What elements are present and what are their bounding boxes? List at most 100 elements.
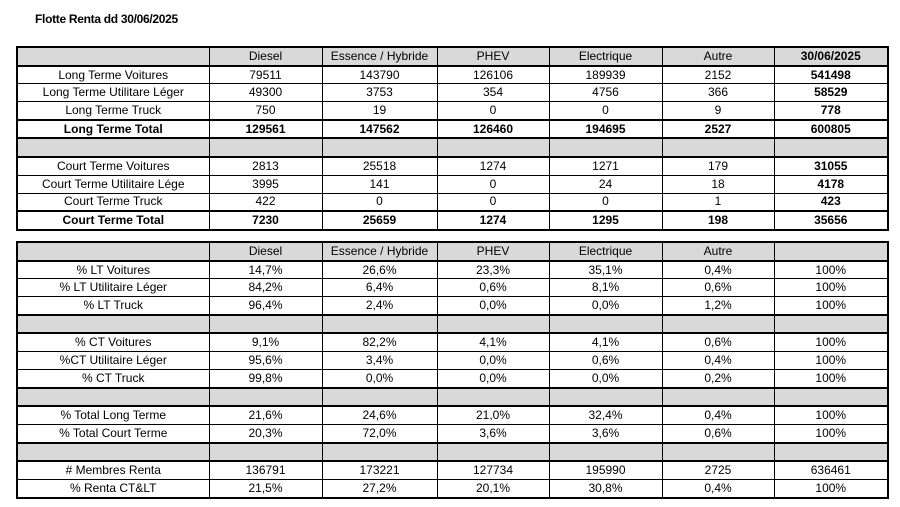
table-cell: 0,4% — [661, 405, 775, 425]
table-row: % LT Voitures 14,7% 26,6% 23,3% 35,1% 0,4% 100… — [16, 260, 889, 280]
table-cell — [773, 441, 889, 463]
table-cell: 100% — [773, 405, 889, 425]
row-label: Court Terme Total — [16, 210, 210, 231]
table-cell: 1295 — [548, 210, 663, 231]
column-header — [16, 241, 210, 262]
table-cell: 100% — [773, 423, 889, 444]
column-header: Electrique — [548, 241, 663, 262]
column-header: Diesel — [208, 241, 323, 262]
table-cell: 0,6% — [661, 423, 775, 444]
table-cell: 25659 — [321, 210, 438, 231]
table-cell: 100% — [773, 260, 889, 280]
table-cell: 126106 — [436, 65, 550, 85]
row-label: Long Terme Utilitare Léger — [16, 83, 210, 103]
table-row: % Total Court Terme 20,3% 72,0% 3,6% 3,6% 0,6… — [16, 423, 889, 444]
column-header — [773, 241, 889, 262]
table-cell: 4756 — [548, 83, 663, 103]
table-cell: 23,3% — [436, 260, 550, 280]
column-header: Essence / Hybride — [321, 46, 438, 67]
table-cell: 100% — [773, 351, 889, 370]
table-cell: 35,1% — [548, 260, 663, 280]
table-cell: 24,6% — [321, 405, 438, 425]
fleet-share-table: Diesel Essence / Hybride PHEV Electrique Aut… — [16, 241, 889, 499]
table-cell — [321, 137, 438, 159]
table-cell: 600805 — [773, 118, 889, 139]
table-cell: 82,2% — [321, 332, 438, 353]
table-cell: 2527 — [661, 118, 775, 139]
fleet-share-body: Diesel Essence / Hybride PHEV Electrique Aut… — [16, 241, 889, 499]
table-cell: 0,4% — [661, 260, 775, 280]
table-row: % LT Truck 96,4% 2,4% 0,0% 0,0% 1,2% 100% — [16, 296, 889, 316]
column-header: 30/06/2025 — [773, 46, 889, 67]
table-row: Long Terme Voitures 79511 143790 126106 1899… — [16, 65, 889, 85]
table-cell: 0,6% — [436, 278, 550, 298]
table-cell: 49300 — [208, 83, 323, 103]
table-cell: 100% — [773, 478, 889, 499]
table-row: Court Terme Utilitaire Lége 3995 141 0 24 18 4… — [16, 174, 889, 194]
table-cell: 129561 — [208, 118, 323, 139]
row-label: % Total Long Terme — [16, 405, 210, 425]
table-cell: 0,0% — [321, 368, 438, 389]
table-row: Court Terme Voitures 2813 25518 1274 1271 179… — [16, 156, 889, 176]
table-cell: 194695 — [548, 118, 663, 139]
row-label — [16, 137, 210, 159]
header-row: Diesel Essence / Hybride PHEV Electrique Aut… — [16, 241, 889, 262]
table-cell: 147562 — [321, 118, 438, 139]
table-cell: 0,0% — [548, 368, 663, 389]
separator-row — [16, 313, 889, 335]
table-cell: 95,6% — [208, 351, 323, 370]
table-cell: 27,2% — [321, 478, 438, 499]
table-cell: 1274 — [436, 210, 550, 231]
table-cell — [436, 386, 550, 408]
table-cell: 21,6% — [208, 405, 323, 425]
table-cell: 189939 — [548, 65, 663, 85]
row-label: Long Terme Voitures — [16, 65, 210, 85]
table-cell: 9,1% — [208, 332, 323, 353]
table-cell: 26,6% — [321, 260, 438, 280]
table-cell: 143790 — [321, 65, 438, 85]
column-header: Electrique — [548, 46, 663, 67]
table-cell: 0,0% — [548, 296, 663, 316]
table-cell: 0 — [548, 192, 663, 212]
table-cell: 4178 — [773, 174, 889, 194]
table-cell: 18 — [661, 174, 775, 194]
table-cell: 3,6% — [436, 423, 550, 444]
table-cell: 20,1% — [436, 478, 550, 499]
table-cell: 0 — [548, 101, 663, 121]
table-cell: 100% — [773, 332, 889, 353]
table-cell: 0,6% — [661, 278, 775, 298]
table-row: % Total Long Terme 21,6% 24,6% 21,0% 32,4% 0,… — [16, 405, 889, 425]
table-cell: 173221 — [321, 460, 438, 480]
table-cell: 126460 — [436, 118, 550, 139]
table-cell — [661, 386, 775, 408]
fleet-count-body: Diesel Essence / Hybride PHEV Electrique Aut… — [16, 46, 889, 231]
table-cell — [208, 386, 323, 408]
table-cell: 1,2% — [661, 296, 775, 316]
table-cell: 179 — [661, 156, 775, 176]
column-header: Autre — [661, 46, 775, 67]
table-cell: 99,8% — [208, 368, 323, 389]
table-cell: 3753 — [321, 83, 438, 103]
table-cell: 0,0% — [436, 296, 550, 316]
table-cell: 750 — [208, 101, 323, 121]
table-cell — [321, 441, 438, 463]
table-row: % LT Utilitaire Léger 84,2% 6,4% 0,6% 8,1% 0,… — [16, 278, 889, 298]
row-label: % LT Truck — [16, 296, 210, 316]
table-cell — [661, 137, 775, 159]
table-cell: 2725 — [661, 460, 775, 480]
table-cell: 141 — [321, 174, 438, 194]
table-cell: 0 — [436, 174, 550, 194]
table-cell — [661, 313, 775, 335]
table-cell: 24 — [548, 174, 663, 194]
table-cell: 1271 — [548, 156, 663, 176]
table-cell — [773, 137, 889, 159]
row-label: # Membres Renta — [16, 460, 210, 480]
table-cell: 0,6% — [548, 351, 663, 370]
table-cell: 136791 — [208, 460, 323, 480]
row-label: Court Terme Utilitaire Lége — [16, 174, 210, 194]
table-cell — [208, 441, 323, 463]
row-label: Long Terme Truck — [16, 101, 210, 121]
column-header: Diesel — [208, 46, 323, 67]
row-label: Long Terme Total — [16, 118, 210, 139]
table-cell — [208, 137, 323, 159]
